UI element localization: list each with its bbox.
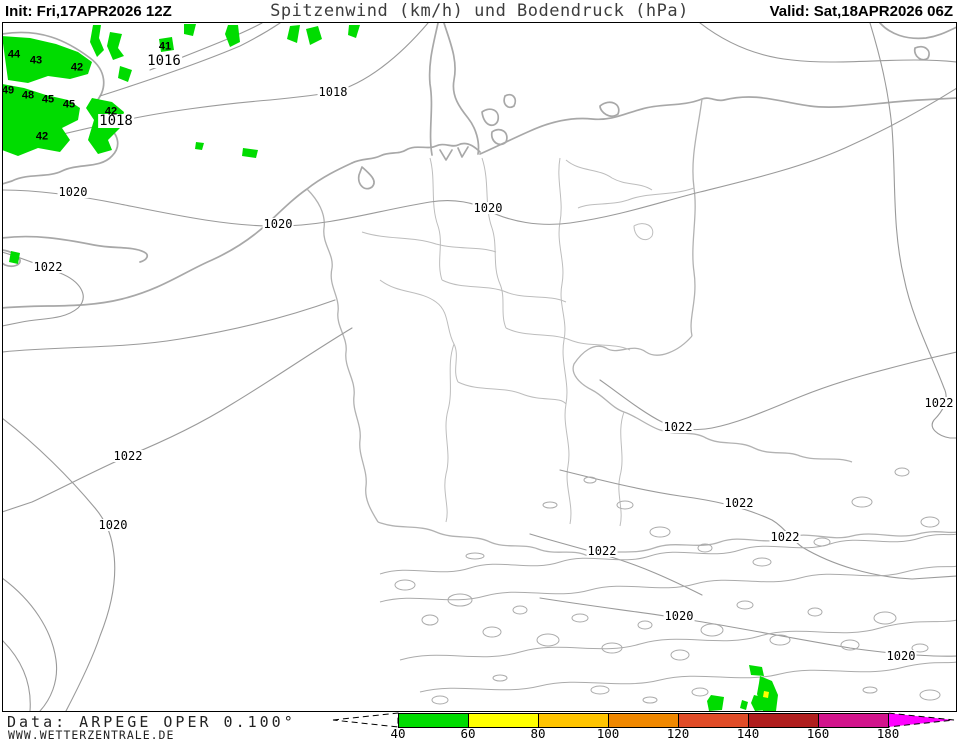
pressure-label: 1022 [112, 449, 144, 463]
colorbar-segment [398, 713, 469, 728]
colorbar-tick: 40 [390, 726, 406, 741]
pressure-label: 1018 [317, 85, 349, 99]
pressure-label: 1020 [472, 201, 504, 215]
colorbar-tick: 160 [806, 726, 830, 741]
wind-speed-value: 49 [1, 84, 15, 97]
state-borders [361, 157, 695, 527]
pressure-label: 1020 [57, 185, 89, 199]
wind-speed-value: 45 [41, 93, 55, 106]
website-label: WWW.WETTERZENTRALE.DE [8, 728, 175, 741]
pressure-label: 1022 [662, 420, 694, 434]
pressure-label: 1018 [98, 113, 134, 129]
wind-speed-colorbar: 40 60 80 100 120 140 160 180 [330, 712, 959, 741]
colorbar-tick: 180 [876, 726, 900, 741]
colorbar-tick: 80 [530, 726, 546, 741]
terrain-contours [379, 467, 956, 705]
colorbar-tick: 140 [736, 726, 760, 741]
colorbar-segment [468, 713, 539, 728]
pressure-label: 1020 [885, 649, 917, 663]
wind-speed-value: 42 [70, 61, 84, 74]
pressure-label: 1020 [97, 518, 129, 532]
pressure-label: 1022 [32, 260, 64, 274]
wind-speed-value: 42 [104, 105, 118, 118]
map-title: Spitzenwind (km/h) und Bodendruck (hPa) [270, 1, 689, 21]
init-datetime: Init: Fri,17APR2026 12Z [5, 3, 172, 20]
wind-speed-value: 45 [62, 98, 76, 111]
wind-speed-value: 41 [158, 40, 172, 53]
map-graphics [3, 23, 956, 711]
wind-speed-value: 48 [21, 89, 35, 102]
valid-datetime: Valid: Sat,18APR2026 06Z [769, 3, 953, 20]
country-borders [306, 98, 956, 557]
pressure-label: 1022 [723, 496, 755, 510]
colorbar-overflow-arrow [887, 712, 955, 728]
colorbar-underflow-wedge [332, 712, 399, 728]
pressure-label: 1022 [586, 544, 618, 558]
wind-speed-patches [3, 24, 778, 711]
wind-speed-value: 42 [35, 130, 49, 143]
wind-speed-value: 44 [7, 48, 21, 61]
wind-speed-value: 43 [29, 54, 43, 67]
pressure-label: 1022 [769, 530, 801, 544]
colorbar-tick: 100 [596, 726, 620, 741]
colorbar-end-shapes [332, 712, 955, 728]
colorbar-tick: 120 [666, 726, 690, 741]
pressure-label: 1022 [923, 396, 955, 410]
pressure-label: 1020 [663, 609, 695, 623]
pressure-label: 1016 [146, 53, 182, 69]
coastlines [3, 23, 956, 309]
pressure-label: 1020 [262, 217, 294, 231]
map-area: 1016 1018 1018 1020 1020 1020 1022 1022 1020 1022… [2, 22, 957, 712]
data-source-label: Data: ARPEGE OPER 0.100° [7, 713, 296, 731]
colorbar-segment [818, 713, 889, 728]
colorbar-tick: 60 [460, 726, 476, 741]
